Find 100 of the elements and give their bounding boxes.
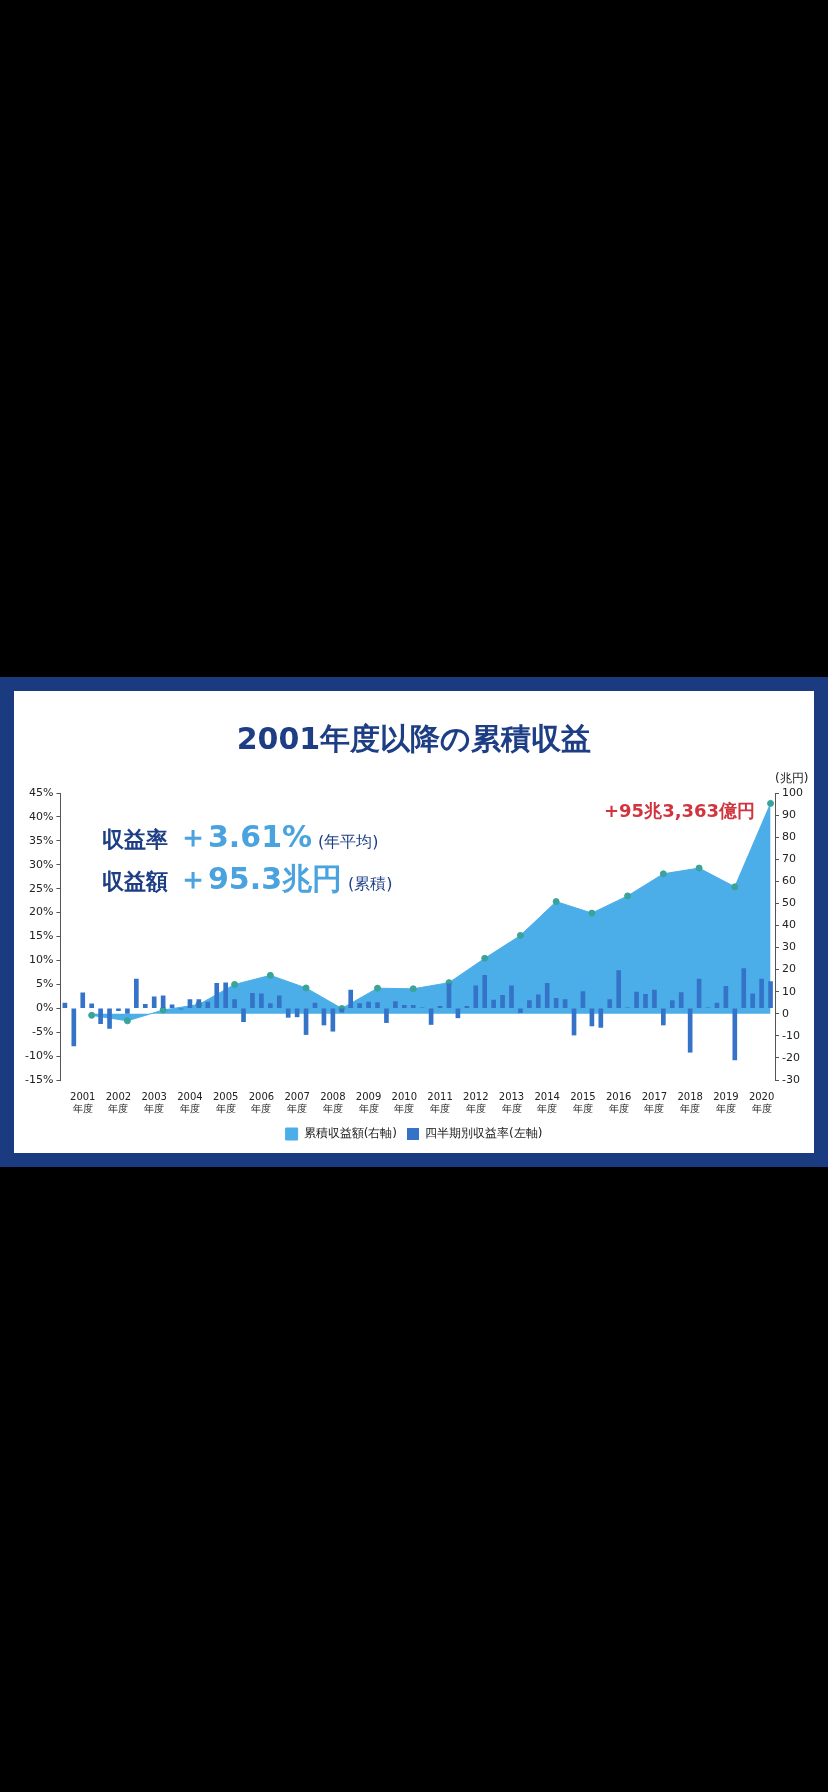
bar (535, 994, 541, 1009)
x-tick-label: 2017 年度 (641, 1090, 668, 1114)
y2-tick-label: 60 (782, 874, 796, 888)
annotation: 収益額 ＋95.3兆円 (累積) (102, 861, 393, 896)
bar (151, 996, 157, 1009)
bar (473, 985, 479, 1009)
bar (259, 993, 264, 1009)
bar (616, 970, 622, 1009)
bar (232, 999, 237, 1009)
bar (214, 983, 220, 1009)
y-tick-label: 25% (28, 881, 54, 895)
y2-axis-title: (兆円) (775, 771, 809, 786)
x-tick-label: 2010 年度 (391, 1090, 418, 1114)
bar (509, 985, 514, 1009)
x-tick-label: 2003 年度 (141, 1090, 167, 1114)
y2-tick-label: 10 (782, 984, 796, 998)
x-tick-label: 2009 年度 (355, 1090, 382, 1114)
x-tick-label: 2013 年度 (498, 1090, 525, 1114)
bar (285, 1008, 291, 1018)
bar (116, 1008, 121, 1011)
bar (375, 1002, 380, 1009)
bar (223, 982, 228, 1009)
bar (732, 1008, 738, 1061)
bar (750, 993, 755, 1009)
annotation: +95兆3,363億円 (604, 799, 756, 823)
x-tick-label: 2011 年度 (427, 1090, 453, 1114)
bar (652, 989, 657, 1009)
y2-tick-label: 100 (782, 785, 803, 799)
y-tick-label: 10% (28, 953, 54, 967)
bar (678, 992, 684, 1009)
bar (98, 1008, 103, 1024)
x-tick-label: 2004 年度 (177, 1090, 203, 1114)
bar (348, 989, 354, 1009)
y2-tick-label: 80 (782, 830, 796, 844)
y2-tick-label: 30 (782, 940, 796, 954)
x-tick-label: 2002 年度 (105, 1090, 132, 1114)
bar (544, 983, 550, 1009)
bar (250, 993, 255, 1009)
bar (643, 994, 648, 1009)
bar (410, 1005, 416, 1009)
x-tick-label: 2016 年度 (605, 1090, 632, 1114)
y2-tick-label: 50 (782, 896, 796, 910)
x-tick-label: 2018 年度 (677, 1090, 703, 1114)
x-tick-label: 2005 年度 (212, 1090, 239, 1114)
x-tick-label: 2012 年度 (463, 1090, 489, 1114)
y-tick-label: -10% (25, 1048, 54, 1062)
bar (366, 1001, 371, 1009)
bar (741, 968, 747, 1009)
bar (125, 1008, 130, 1014)
y-tick-label: 15% (28, 929, 54, 943)
bar (401, 1005, 407, 1009)
y2-tick-label: 90 (782, 807, 796, 821)
bar (759, 978, 764, 1009)
y2-tick-label: 20 (782, 962, 796, 976)
bar (669, 1000, 675, 1009)
bar (71, 1008, 77, 1047)
y-tick-label: 45% (28, 785, 54, 799)
x-tick-label: 2015 年度 (570, 1090, 596, 1114)
bar (527, 1000, 532, 1009)
y2-tick-label: 70 (782, 852, 796, 866)
bar (384, 1008, 389, 1023)
bar (661, 1008, 666, 1026)
bar (634, 991, 639, 1009)
bar (491, 999, 496, 1009)
bar (276, 995, 282, 1009)
x-tick-label: 2014 年度 (534, 1090, 560, 1114)
y-tick-label: 0% (35, 1001, 54, 1015)
bar (768, 981, 773, 1009)
bar (80, 992, 86, 1009)
bar (205, 1001, 211, 1009)
y2-tick-label: 0 (782, 1006, 789, 1020)
bar (482, 974, 488, 1009)
y-tick-label: 40% (28, 809, 54, 823)
y2-tick-label: -10 (782, 1028, 800, 1042)
bar (89, 1003, 95, 1009)
bar (241, 1008, 246, 1022)
x-tick-label: 2019 年度 (713, 1090, 739, 1114)
x-tick-label: 2020 年度 (748, 1090, 775, 1114)
y-tick-label: 20% (28, 905, 54, 919)
legend-label: 累積収益額(右軸) (303, 1126, 398, 1141)
bar (598, 1008, 604, 1028)
y2-tick-label: -30 (782, 1072, 800, 1086)
x-tick-label: 2006 年度 (248, 1090, 275, 1114)
y-tick-label: 35% (28, 833, 54, 847)
x-tick-label: 2007 年度 (284, 1090, 310, 1114)
bar (500, 995, 505, 1009)
y-tick-label: 5% (35, 977, 54, 991)
bar (134, 978, 139, 1009)
y-tick-label: 30% (28, 857, 54, 871)
bar (107, 1008, 112, 1029)
legend-label: 四半期別収益率(左軸) (425, 1126, 543, 1141)
bar (607, 999, 613, 1009)
bar (142, 1004, 148, 1009)
y2-tick-label: -20 (782, 1050, 800, 1064)
bar (357, 1003, 362, 1009)
y-tick-label: -5% (32, 1025, 54, 1039)
y2-tick-label: 40 (782, 918, 796, 932)
x-tick-label: 2008 年度 (320, 1090, 346, 1114)
x-tick-label: 2001 年度 (70, 1090, 96, 1114)
chart-title: 2001年度以降の累積収益 (235, 720, 593, 758)
